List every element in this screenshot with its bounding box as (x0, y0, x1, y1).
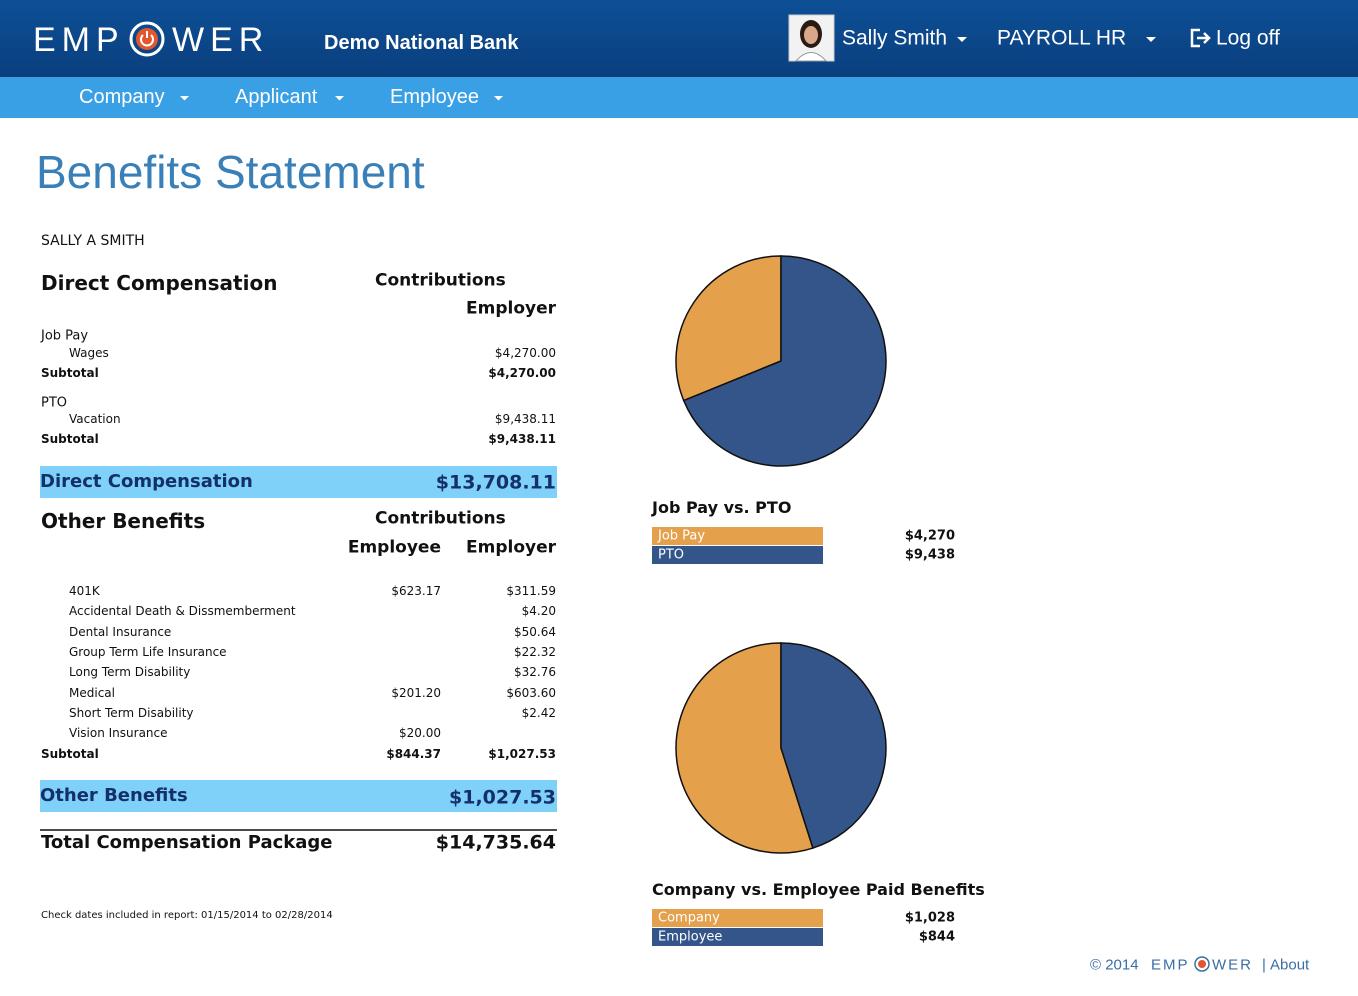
section-heading: Other Benefits (41, 509, 206, 533)
logoff-link[interactable]: Log off (1216, 26, 1280, 50)
item-label: Vision Insurance (69, 726, 168, 741)
item-label: Medical (69, 685, 115, 700)
page-title: Benefits Statement (36, 146, 425, 198)
legend-swatch (652, 928, 823, 946)
legend-value: $844 (918, 929, 955, 945)
logo-icon (129, 21, 165, 57)
item-label: Vacation (69, 412, 121, 426)
subtotal-label: Subtotal (41, 432, 99, 446)
item-label: 401K (69, 584, 100, 598)
item-value: $4.20 (521, 604, 556, 619)
logo: EMP (33, 21, 125, 59)
item-value: $4,270.00 (494, 346, 556, 360)
item-label: Long Term Disability (69, 665, 191, 680)
nav-bar (0, 77, 1358, 118)
pie-slice (675, 255, 782, 402)
subtotal-value: $1,027.53 (488, 747, 556, 761)
item-value: $50.64 (514, 624, 556, 639)
item-label: Dental Insurance (69, 624, 172, 639)
item-value: $603.60 (506, 685, 556, 700)
nav-item[interactable]: Company (79, 86, 165, 108)
employee-name: SALLY A SMITH (41, 233, 145, 249)
legend-value: $1,028 (904, 910, 955, 926)
user-menu[interactable]: Sally Smith (842, 26, 948, 50)
nav-item[interactable]: Employee (390, 86, 479, 108)
group-label: Job Pay (41, 328, 89, 344)
footer-icon (1194, 956, 1210, 972)
separator: | (1262, 956, 1266, 974)
legend-value: $4,270 (904, 528, 955, 544)
subtotal-value: $4,270.00 (488, 366, 556, 380)
logo: WER (172, 21, 270, 59)
item-label: Short Term Disability (69, 705, 194, 720)
column-heading: Contributions (375, 270, 506, 291)
header-bar (0, 0, 1358, 77)
legend-swatch (652, 546, 823, 564)
item-value: $201.20 (391, 685, 441, 700)
total-label: Direct Compensation (40, 471, 253, 492)
legend-label: Job Pay (658, 528, 706, 544)
nav-item[interactable]: Applicant (235, 86, 318, 108)
section-heading: Direct Compensation (41, 271, 278, 295)
package-total: $14,735.64 (435, 831, 556, 854)
subtotal-value: $9,438.11 (488, 432, 556, 446)
role-menu[interactable]: PAYROLL HR (997, 26, 1127, 50)
subtotal-value: $844.37 (386, 747, 441, 761)
about-link[interactable]: About (1270, 956, 1310, 974)
pie-slice (780, 642, 887, 849)
pie-slice (675, 642, 814, 854)
legend-label: Company (658, 910, 720, 926)
legend-label: PTO (658, 547, 685, 563)
caret (180, 37, 1156, 101)
legend-value: $9,438 (904, 547, 955, 563)
column-heading: Contributions (375, 508, 506, 529)
pie-slice (682, 255, 887, 467)
legend-swatch (652, 527, 823, 545)
copyright: © 2014 (1090, 956, 1139, 974)
item-value: $311.59 (506, 584, 556, 598)
column-heading: Employee (347, 537, 441, 558)
group-label: PTO (41, 395, 68, 411)
logoff-icon (1190, 28, 1211, 48)
total-band (40, 780, 557, 812)
item-value: $623.17 (391, 584, 441, 598)
item-value: $20.00 (399, 726, 441, 741)
total-value: $1,027.53 (449, 786, 556, 809)
subtotal-label: Subtotal (41, 747, 99, 761)
total-label: Other Benefits (40, 785, 188, 806)
total-value: $13,708.11 (435, 471, 556, 494)
subtotal-label: Subtotal (41, 366, 99, 380)
item-value: $2.42 (521, 705, 556, 720)
column-heading: Employer (466, 537, 556, 558)
total-band (40, 466, 557, 498)
item-value: $32.76 (514, 665, 556, 680)
chart-title: Job Pay vs. PTO (652, 498, 792, 517)
footer-brand: EMP (1151, 956, 1190, 974)
column-heading: Employer (466, 298, 556, 319)
bank-name: Demo National Bank (324, 32, 519, 54)
legend-label: Employee (658, 929, 723, 945)
footer-brand: WER (1212, 956, 1253, 974)
item-label: Wages (69, 346, 109, 360)
avatar (788, 14, 835, 62)
footnote: Check dates included in report: 01/15/20… (41, 910, 333, 921)
item-value: $9,438.11 (494, 412, 556, 426)
package-label: Total Compensation Package (41, 832, 333, 853)
item-label: Group Term Life Insurance (69, 644, 227, 659)
item-value: $22.32 (514, 644, 556, 659)
legend-swatch (652, 909, 823, 927)
item-label: Accidental Death & Dissmemberment (69, 604, 296, 619)
chart-title: Company vs. Employee Paid Benefits (652, 880, 985, 899)
